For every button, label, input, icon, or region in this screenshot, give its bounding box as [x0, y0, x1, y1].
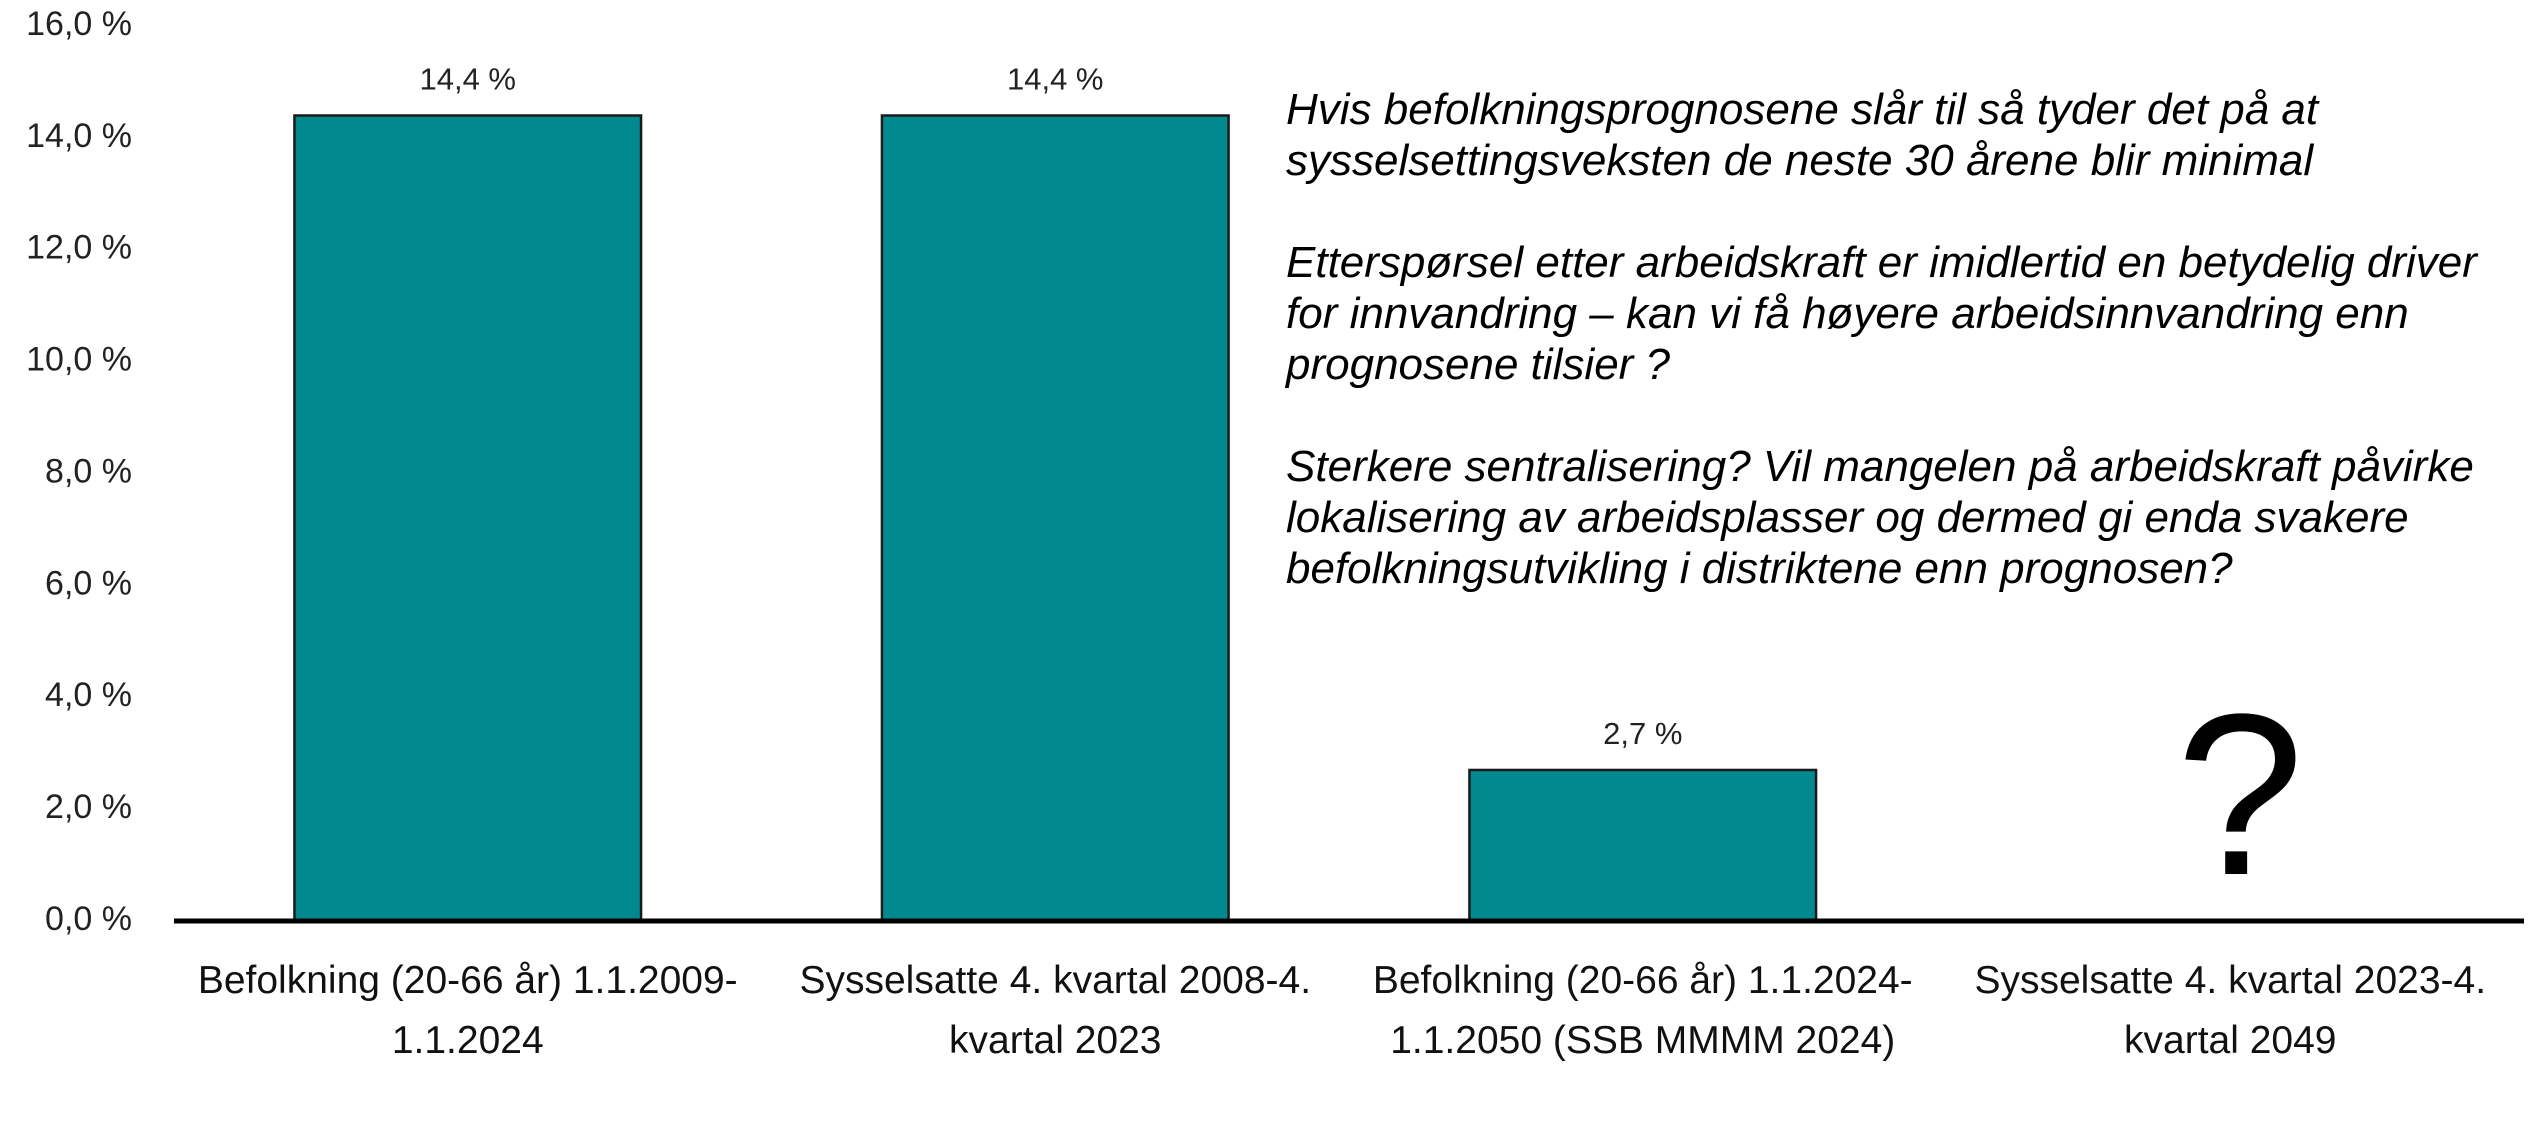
bar — [1468, 768, 1818, 923]
bar — [880, 114, 1230, 923]
annotation: Sterkere sentralisering? Vil mangelen på… — [1286, 442, 2474, 593]
y-tick-label: 10,0 % — [26, 341, 132, 379]
y-tick-label: 14,0 % — [26, 117, 132, 155]
value-label: 14,4 % — [1007, 62, 1104, 97]
x-tick-label: Sysselsatte 4. kvartal 2023-4. kvartal 2… — [1974, 959, 2487, 1062]
y-tick-label: 0,0 % — [45, 900, 132, 938]
x-tick-label: Befolkning (20-66 år) 1.1.2009-1.1.2024 — [197, 959, 738, 1062]
x-tick-label: Sysselsatte 4. kvartal 2008-4. kvartal 2… — [799, 959, 1312, 1062]
annotation-block: Hvis befolkningsprognosene slår til så t… — [1286, 84, 2521, 645]
value-label: 2,7 % — [1603, 716, 1682, 751]
annotation: Hvis befolkningsprognosene slår til så t… — [1286, 85, 2319, 185]
y-tick-label: 8,0 % — [45, 452, 132, 490]
value-label: 14,4 % — [419, 62, 516, 97]
y-tick-label: 6,0 % — [45, 564, 132, 602]
y-tick-label: 4,0 % — [45, 676, 132, 714]
x-tick-label: Befolkning (20-66 år) 1.1.2024-1.1.2050 … — [1372, 959, 1913, 1062]
y-tick-label: 12,0 % — [26, 229, 132, 267]
y-tick-label: 16,0 % — [26, 5, 132, 43]
annotation: Etterspørsel etter arbeidskraft er imidl… — [1286, 238, 2477, 389]
question-mark: ? — [2176, 666, 2304, 923]
bar — [293, 114, 643, 923]
y-tick-label: 2,0 % — [45, 788, 132, 826]
